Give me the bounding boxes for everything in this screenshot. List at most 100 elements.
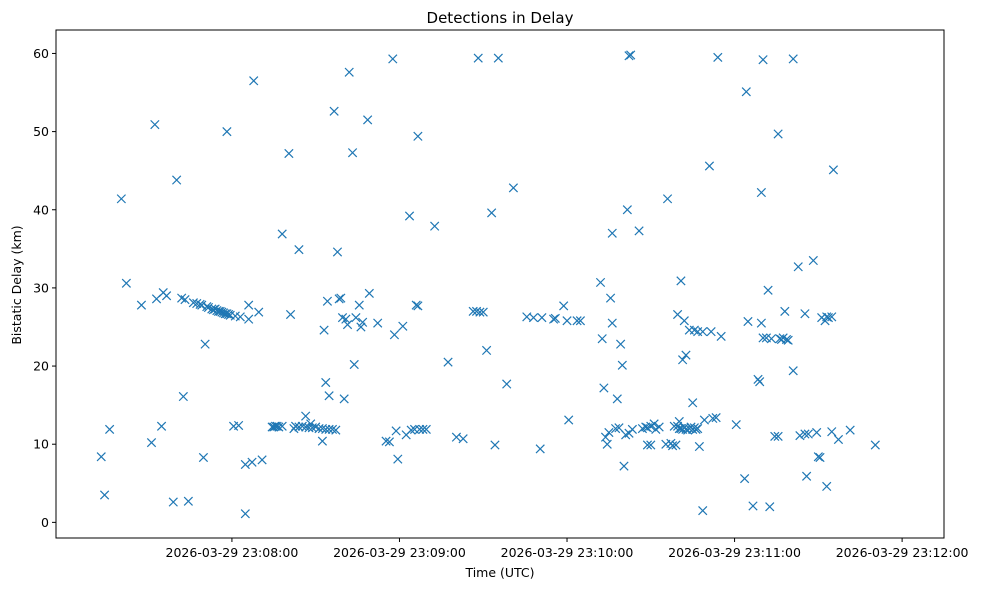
data-point (711, 413, 721, 423)
data-point (535, 444, 545, 454)
data-point (342, 320, 353, 330)
data-point (334, 294, 344, 304)
data-point (321, 377, 331, 388)
data-point (681, 350, 691, 360)
data-point (413, 131, 423, 141)
data-point (294, 422, 304, 432)
data-point (136, 300, 147, 310)
data-point (704, 161, 715, 171)
data-point (845, 425, 855, 435)
data-point (351, 312, 361, 323)
data-point (528, 312, 539, 323)
data-point (822, 481, 832, 492)
data-point (699, 415, 710, 425)
data-point (781, 334, 792, 345)
data-point (600, 432, 611, 442)
data-point (693, 423, 703, 434)
y-tick-label: 20 (33, 359, 49, 374)
data-point (319, 325, 329, 335)
data-point (364, 288, 374, 299)
data-point (698, 506, 708, 516)
data-point (393, 454, 403, 464)
data-point (344, 67, 354, 77)
data-point (339, 394, 349, 404)
data-point (537, 312, 547, 323)
data-point (481, 345, 492, 356)
data-point (290, 421, 301, 431)
data-point (691, 424, 701, 434)
data-point (815, 452, 825, 463)
data-point (218, 308, 229, 318)
data-point (406, 425, 416, 435)
data-point (384, 437, 395, 447)
y-tick-label: 30 (33, 280, 49, 295)
data-point (575, 316, 586, 326)
data-point (347, 148, 358, 158)
y-tick-label: 50 (33, 124, 49, 139)
data-point (548, 314, 559, 324)
data-point (616, 339, 626, 349)
data-point (294, 244, 304, 255)
data-point (602, 439, 612, 449)
data-point (667, 441, 678, 451)
data-point (146, 438, 157, 448)
data-point (391, 426, 401, 436)
data-point (336, 293, 346, 303)
data-point (803, 429, 813, 439)
data-point (198, 452, 209, 463)
data-point (249, 76, 259, 86)
data-point (327, 424, 338, 434)
data-point (607, 228, 617, 238)
data-point (195, 299, 205, 309)
data-point (812, 427, 822, 438)
data-point (813, 452, 823, 462)
data-point (156, 421, 167, 431)
data-point (430, 221, 440, 231)
data-point (274, 422, 284, 432)
data-point (671, 440, 681, 450)
data-point (756, 187, 766, 198)
data-point (502, 379, 512, 389)
data-point (679, 316, 689, 326)
data-point (341, 314, 351, 324)
data-point (324, 391, 334, 401)
data-point (783, 335, 793, 345)
data-point (828, 165, 839, 175)
x-tick-label: 2026-03-29 23:09:00 (333, 545, 466, 560)
y-axis-ticks: 0 10 20 30 40 50 60 (33, 46, 56, 530)
data-point (357, 317, 368, 327)
data-point (490, 440, 500, 450)
data-point (654, 422, 664, 432)
data-point (795, 430, 805, 441)
data-point (634, 226, 644, 236)
data-point (800, 309, 810, 319)
data-point (599, 383, 609, 393)
data-point (363, 115, 373, 125)
data-point (823, 312, 834, 323)
data-point (398, 321, 408, 331)
data-point (234, 420, 244, 431)
data-point (773, 129, 783, 139)
data-point (168, 497, 178, 507)
data-point (200, 339, 210, 349)
data-point (770, 431, 780, 442)
data-point (607, 318, 617, 328)
data-point (96, 452, 106, 462)
data-point (404, 211, 415, 221)
data-point (317, 436, 328, 446)
y-axis-title: Bistatic Delay (km) (9, 225, 24, 344)
data-point (213, 306, 224, 316)
data-point (788, 54, 798, 64)
data-point (642, 440, 653, 450)
data-point (373, 318, 383, 328)
data-point (197, 300, 207, 310)
data-point (605, 293, 616, 303)
y-tick-label: 60 (33, 46, 49, 61)
data-point (301, 411, 311, 421)
data-point (755, 377, 765, 387)
data-point (716, 331, 726, 341)
data-point (808, 255, 818, 266)
data-point (622, 205, 632, 215)
